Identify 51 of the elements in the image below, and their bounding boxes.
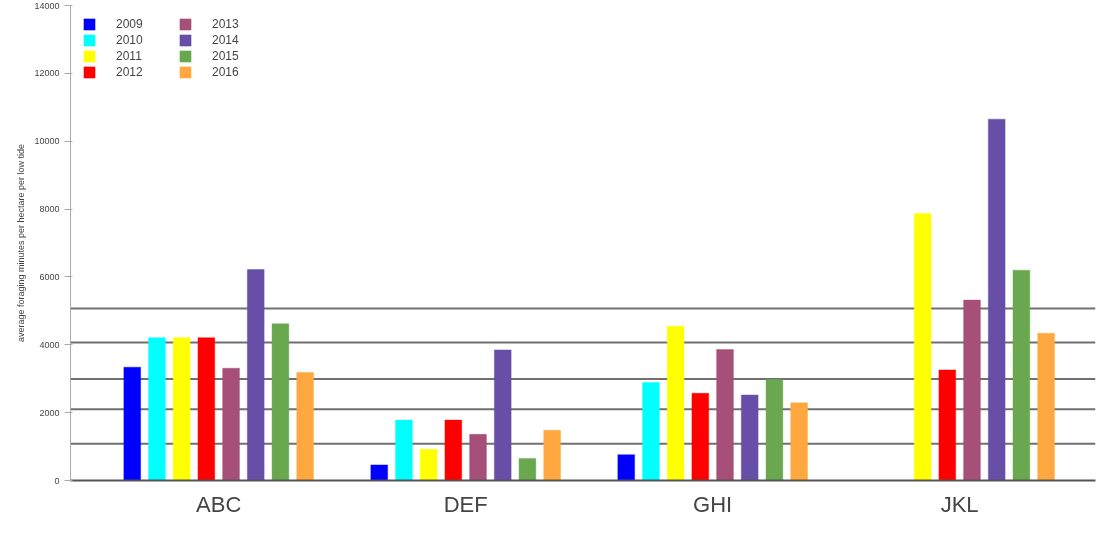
x-tick-label: DEF xyxy=(443,491,488,517)
y-tick-label: 2000 xyxy=(39,407,60,418)
bar xyxy=(419,448,438,481)
x-tick-label: ABC xyxy=(196,491,242,517)
bar xyxy=(691,392,710,481)
legend-label: 2012 xyxy=(116,65,144,79)
bar xyxy=(938,369,957,481)
bar xyxy=(271,323,290,481)
bar xyxy=(123,366,142,481)
bar xyxy=(913,212,932,481)
y-tick-label: 10000 xyxy=(34,136,60,147)
bar xyxy=(222,367,240,481)
bar xyxy=(172,337,191,481)
bar xyxy=(740,394,759,481)
y-tick-label: 8000 xyxy=(39,204,60,215)
legend-label: 2016 xyxy=(212,65,240,79)
bar xyxy=(246,268,265,481)
bar xyxy=(296,372,315,481)
y-tick-label: 12000 xyxy=(34,68,60,79)
y-axis-title: average foraging minutes per hectare per low tide xyxy=(16,143,27,343)
bar xyxy=(716,349,734,481)
legend-label: 2015 xyxy=(212,49,240,63)
bar xyxy=(987,118,1006,481)
bar xyxy=(469,433,487,481)
y-tick-label: 6000 xyxy=(39,271,60,282)
legend-label: 2011 xyxy=(116,49,143,63)
bar xyxy=(617,454,636,481)
bar xyxy=(395,419,413,481)
bar xyxy=(1037,332,1055,481)
y-tick-label: 14000 xyxy=(34,0,60,11)
bar xyxy=(444,419,463,481)
x-tick-label: GHI xyxy=(693,491,733,517)
bar xyxy=(790,402,809,481)
bar xyxy=(493,349,512,481)
legend-label: 2014 xyxy=(212,33,240,47)
bar xyxy=(963,299,981,481)
x-tick-label: JKL xyxy=(940,491,979,517)
bar xyxy=(370,464,389,481)
y-tick-label: 0 xyxy=(54,475,60,486)
bar xyxy=(765,378,784,481)
y-tick-label: 4000 xyxy=(39,339,60,350)
legend-label: 2010 xyxy=(116,33,144,47)
bar xyxy=(1012,269,1031,481)
bar xyxy=(666,325,685,481)
bar xyxy=(148,337,166,481)
bar xyxy=(197,337,216,481)
bar xyxy=(543,429,562,481)
legend-label: 2009 xyxy=(116,17,144,31)
bar xyxy=(518,457,537,481)
legend-label: 2013 xyxy=(212,17,240,31)
bar xyxy=(642,381,660,481)
